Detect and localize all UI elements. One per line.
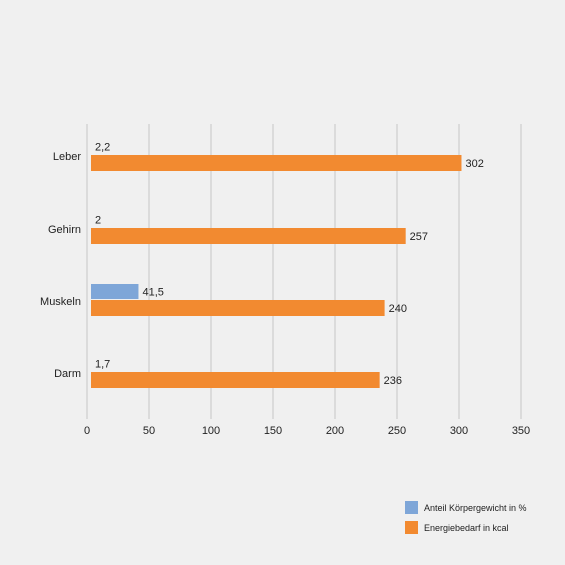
legend-label-koerpergewicht: Anteil Körpergewicht in % — [424, 503, 527, 513]
data-label-energiebedarf-leber: 302 — [465, 158, 483, 170]
bar-energiebedarf-darm — [91, 372, 380, 388]
data-label-koerpergewicht-muskeln: 41,5 — [142, 287, 163, 299]
x-tick-label-100: 100 — [202, 425, 220, 437]
category-label-muskeln: Muskeln — [40, 296, 81, 308]
category-label-darm: Darm — [54, 368, 81, 380]
x-tick-label-0: 0 — [84, 425, 90, 437]
data-label-koerpergewicht-leber: 2,2 — [95, 142, 110, 154]
bar-energiebedarf-muskeln — [91, 300, 385, 316]
grid-lines — [86, 124, 522, 419]
legend-swatch-koerpergewicht — [405, 501, 418, 514]
category-label-gehirn: Gehirn — [48, 224, 81, 236]
x-tick-label-350: 350 — [512, 425, 530, 437]
legend-swatch-energiebedarf — [405, 521, 418, 534]
legend-label-energiebedarf: Energiebedarf in kcal — [424, 523, 509, 533]
data-label-energiebedarf-muskeln: 240 — [389, 303, 407, 315]
bar-energiebedarf-leber — [91, 155, 462, 171]
bar-koerpergewicht-muskeln — [91, 284, 139, 299]
x-tick-label-250: 250 — [388, 425, 406, 437]
legend: Anteil Körpergewicht in % Energiebedarf i… — [405, 501, 527, 534]
bars — [91, 155, 462, 388]
data-label-energiebedarf-darm: 236 — [384, 375, 402, 387]
bar-energiebedarf-gehirn — [91, 228, 406, 244]
data-label-koerpergewicht-gehirn: 2 — [95, 215, 101, 227]
category-label-leber: Leber — [53, 151, 81, 163]
x-tick-label-50: 50 — [143, 425, 155, 437]
x-tick-label-200: 200 — [326, 425, 344, 437]
labels: 0 50 100 150 200 250 300 350 Leber 2,2 302 Gehirn 2 2… — [40, 142, 530, 438]
data-label-koerpergewicht-darm: 1,7 — [95, 359, 110, 371]
data-label-energiebedarf-gehirn: 257 — [410, 231, 428, 243]
x-tick-label-300: 300 — [450, 425, 468, 437]
x-tick-label-150: 150 — [264, 425, 282, 437]
